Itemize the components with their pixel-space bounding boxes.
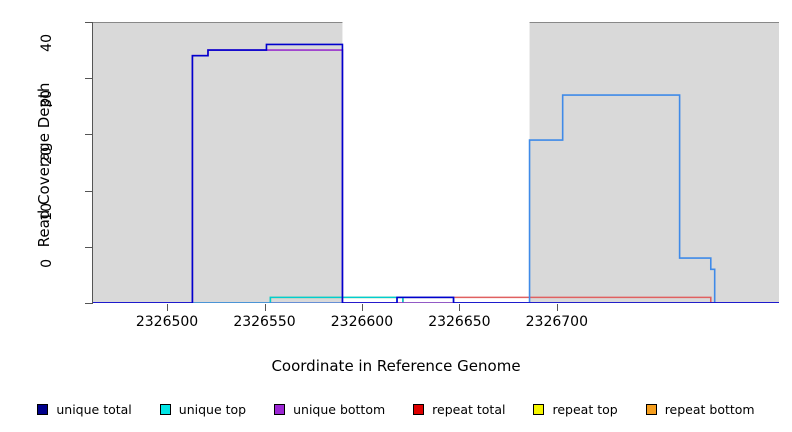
x-tick-label: 2326650 [428, 314, 491, 330]
y-axis-spine [92, 22, 93, 304]
x-tick-mark [459, 304, 461, 311]
legend-swatch-icon [37, 403, 49, 415]
legend-item[interactable]: repeat total [413, 402, 505, 417]
x-axis-title: Coordinate in Reference Genome [271, 357, 521, 375]
legend-item[interactable]: repeat bottom [645, 401, 755, 417]
legend-item[interactable]: unique bottom [274, 402, 385, 417]
legend-label: repeat top [552, 401, 618, 417]
x-tick-mark [556, 304, 558, 311]
y-tick-label: 20 [39, 146, 55, 165]
shaded-region [93, 22, 343, 303]
y-tick-mark [85, 78, 92, 80]
series-line-unique-total [93, 43, 779, 303]
legend-swatch-icon [645, 403, 657, 415]
series-line-repeat-bottom [93, 296, 779, 303]
legend-label: unique total [56, 401, 132, 417]
legend-label: unique bottom [293, 401, 386, 417]
y-tick-label: 40 [39, 34, 55, 53]
y-tick-label: 10 [39, 202, 55, 221]
x-tick-mark [167, 304, 169, 311]
x-tick-label: 2326600 [330, 314, 394, 330]
y-tick-mark [85, 134, 92, 136]
plot-area [93, 22, 779, 303]
x-tick-label: 2326700 [525, 314, 588, 330]
legend-item[interactable]: unique top [159, 401, 247, 417]
legend-item[interactable]: repeat top [533, 401, 618, 417]
legend-label: repeat bottom [664, 401, 755, 417]
x-tick-label: 2326550 [233, 314, 296, 330]
y-tick-mark [85, 303, 92, 304]
y-tick-mark [85, 246, 92, 248]
y-tick-label: 30 [39, 90, 55, 109]
y-tick-label: 0 [39, 259, 55, 268]
legend-swatch-icon [413, 403, 425, 415]
legend-label: unique top [178, 401, 247, 417]
x-tick-mark [361, 304, 363, 311]
y-tick-mark [85, 22, 92, 23]
series-line-unique-top [93, 296, 779, 303]
legend-swatch-icon [533, 403, 545, 415]
x-tick-label: 2326500 [135, 314, 199, 330]
legend-swatch-icon [159, 403, 171, 415]
legend-label: repeat total [432, 401, 506, 417]
shaded-region [529, 22, 779, 303]
y-tick-label: 50 [40, 0, 54, 36]
chart-legend: unique total unique top unique bottom repea… [0, 398, 792, 420]
legend-swatch-icon [274, 403, 286, 415]
x-tick-mark [264, 304, 266, 311]
y-tick-mark [85, 190, 92, 192]
legend-item[interactable]: unique total [37, 401, 132, 417]
plot-svg [93, 22, 779, 303]
